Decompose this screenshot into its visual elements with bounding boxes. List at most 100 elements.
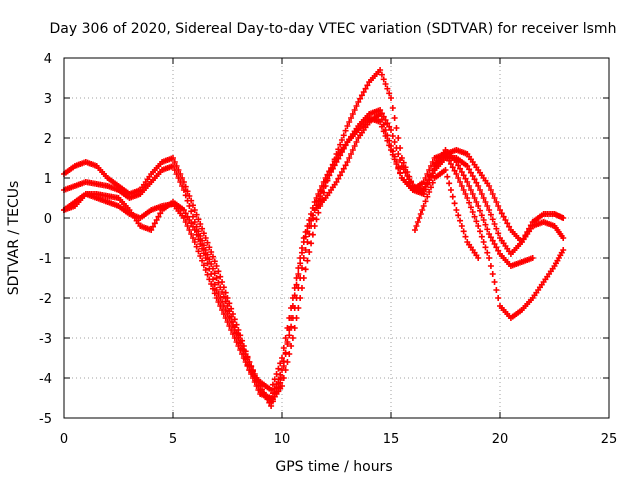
data-point-marker [213,295,220,301]
data-point-marker [220,311,227,317]
plot-frame [63,57,610,419]
data-point-marker [184,188,191,195]
data-point-marker [306,249,313,255]
data-point-marker [420,203,427,209]
data-point-marker [471,176,478,183]
data-point-marker [186,227,193,233]
data-point-marker [346,155,353,161]
data-point-marker [380,128,387,135]
data-point-marker [406,176,413,183]
data-point-marker [495,247,502,254]
data-point-marker [491,221,498,227]
data-point-marker [340,165,347,172]
data-point-marker [484,249,491,256]
data-point-marker [495,230,502,237]
data-point-marker [444,154,451,161]
data-point-marker [342,162,349,169]
data-point-marker [351,107,358,113]
data-point-marker [389,105,396,111]
data-point-marker [426,167,433,173]
data-point-marker [304,223,311,229]
data-point-marker [193,211,200,218]
data-point-marker [378,71,385,78]
data-point-marker [300,235,307,241]
data-point-marker [302,229,309,235]
data-point-marker [197,253,204,259]
data-point-marker [444,173,451,180]
data-point-marker [395,165,402,172]
data-point-marker [222,315,229,321]
data-point-marker [328,165,335,171]
data-point-marker [289,335,296,341]
data-point-marker [491,279,498,285]
data-point-marker [486,207,493,213]
data-point-marker [400,159,407,166]
data-point-marker [400,166,407,173]
data-point-marker [497,207,503,213]
data-point-marker [177,179,184,185]
data-point-marker [195,236,202,243]
data-point-marker [382,133,389,139]
data-point-marker [170,155,176,161]
data-point-marker [208,249,215,255]
data-point-marker [337,172,344,179]
data-point-marker [473,179,480,186]
data-point-marker [171,167,178,173]
data-point-marker [193,243,200,250]
data-point-marker [191,207,198,213]
data-point-marker [189,235,196,241]
x-tick-label: 10 [274,432,291,447]
data-point-marker [475,183,482,189]
data-point-marker [275,365,282,372]
data-point-marker [289,295,296,301]
data-point-marker [355,99,362,105]
x-tick-label: 25 [601,432,618,447]
data-point-marker [362,85,369,92]
data-point-marker [391,139,398,145]
data-point-marker [349,111,356,117]
data-point-marker [491,195,498,201]
data-point-marker [184,223,191,229]
data-point-marker [306,217,313,223]
data-point-marker [217,303,224,309]
data-point-marker [453,159,460,165]
data-point-marker [280,363,287,369]
data-point-marker [200,250,207,257]
y-tick-label: 4 [44,52,52,67]
data-point-marker [199,257,206,264]
y-tick-label: 2 [44,132,52,147]
data-point-marker [414,219,421,225]
data-point-marker [182,210,189,217]
data-point-marker [447,161,454,167]
data-point-marker [475,223,482,229]
data-point-marker [180,187,187,193]
data-point-marker [315,191,322,197]
data-point-marker [424,181,431,188]
data-point-marker [460,187,467,193]
data-point-marker [388,147,394,153]
data-point-marker [477,228,484,235]
data-point-marker [189,223,196,230]
data-point-marker [297,260,304,267]
data-point-marker [477,207,484,214]
data-point-marker [422,175,429,181]
data-point-marker [284,339,291,345]
data-point-marker [171,159,178,165]
data-point-marker [346,119,353,125]
data-point-marker [173,171,180,177]
data-point-marker [344,123,351,129]
data-point-marker [480,195,487,201]
data-point-marker [180,207,187,213]
data-point-marker [389,133,396,139]
data-point-marker [217,273,224,280]
y-tick-label: -1 [39,252,52,267]
data-point-marker [269,398,276,405]
data-point-marker [293,275,300,281]
data-point-marker [458,183,465,189]
data-point-marker [279,375,285,381]
data-point-marker [191,239,198,245]
data-point-marker [233,339,240,345]
data-point-marker [338,169,345,175]
data-point-marker [478,233,485,240]
